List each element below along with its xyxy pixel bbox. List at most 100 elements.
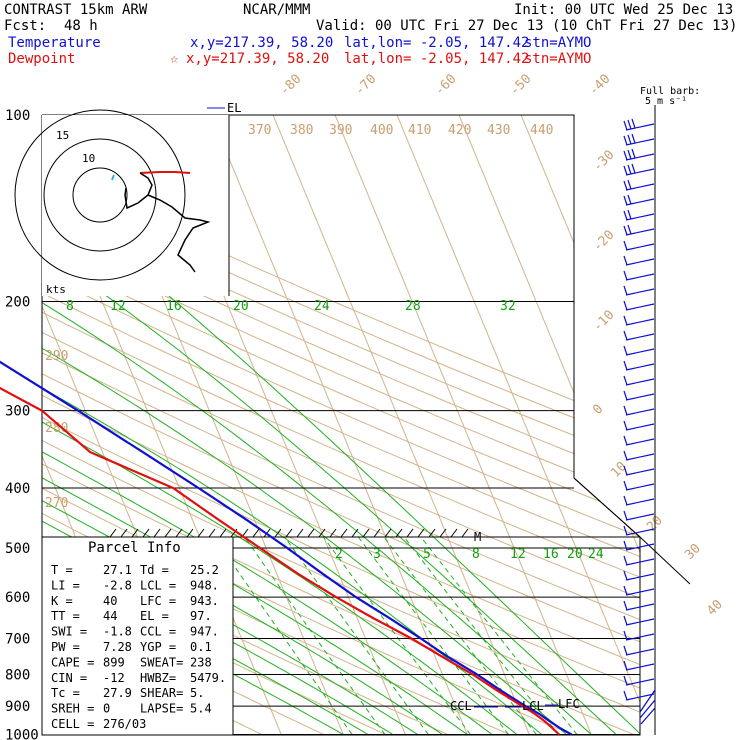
wind-barb	[623, 675, 655, 686]
hatch-mark	[186, 528, 194, 538]
parcel-row-left-value: 44	[103, 609, 117, 623]
wind-barb-shaft	[625, 558, 655, 566]
wind-barb	[623, 194, 655, 206]
theta-label: 440	[530, 123, 553, 138]
mixing-ratio-label: 20	[567, 547, 583, 562]
wind-barb-flag	[631, 118, 636, 129]
wind-barb-shaft	[625, 528, 655, 536]
wind-barb-flag	[623, 540, 628, 551]
moist-adiabat-line	[42, 223, 468, 735]
theta-e-label: 12	[110, 299, 126, 314]
dry-adiabat-line	[42, 115, 640, 735]
hodograph-ring-10: 10	[82, 152, 95, 165]
model-title: CONTRAST 15km ARW	[4, 2, 148, 18]
pressure-tick-label: 100	[5, 108, 30, 124]
hatch-mark	[164, 528, 172, 538]
hatch-mark	[318, 528, 326, 538]
hatch-mark	[351, 528, 359, 538]
wind-barb-flag	[623, 210, 628, 221]
parcel-row-right-value: 948.	[190, 578, 219, 592]
parcel-row-right-value: 238	[190, 655, 212, 669]
parcel-row-left-label: K =	[51, 594, 73, 608]
wind-barb-flag	[623, 660, 628, 671]
wind-barb-shaft	[625, 693, 655, 701]
mixing-ratio-label: 3	[373, 547, 381, 562]
isotherm-label: 0	[590, 402, 606, 418]
wind-barb	[623, 630, 655, 641]
parcel-row-right-label: LFC =	[140, 594, 176, 608]
sounding-series	[0, 360, 573, 736]
parcel-row-right-value: 947.	[190, 625, 219, 639]
wind-barb	[623, 555, 655, 566]
parcel-row-right-value: 0.1	[190, 640, 212, 654]
hatch-mark	[120, 528, 128, 538]
wind-barb-flag	[627, 179, 632, 190]
parcel-row-right-label: LCL =	[140, 578, 176, 592]
level-markers: EL M CCL LCL LFC	[207, 101, 580, 713]
isotherm-label: -30	[590, 148, 617, 175]
hatch-mark	[252, 528, 260, 538]
valid-time: Valid: 00 UTC Fri 27 Dec 13 (10 ChT Fri …	[316, 18, 738, 34]
wind-barb-shaft	[625, 678, 655, 686]
dewpoint-station: stn=AYMO	[524, 51, 592, 67]
wind-barb-flag	[623, 150, 628, 161]
hatch-mark	[461, 528, 469, 538]
moist-adiabat-line	[42, 223, 518, 735]
theta-e-label: 16	[166, 299, 182, 314]
wind-barb-flag	[631, 148, 636, 159]
isotherm-line	[390, 115, 640, 735]
parcel-row-right-value: 5479.	[190, 671, 226, 685]
wind-barb-shaft	[625, 543, 655, 551]
lfc-marker-label: LFC	[558, 697, 580, 711]
hatch-mark	[329, 528, 337, 538]
hatch-mark	[109, 528, 117, 538]
wind-barb-shaft	[625, 483, 655, 491]
temperature-legend-label: Temperature	[8, 35, 101, 51]
pressure-tick-label: 800	[5, 667, 30, 683]
theta-label: 410	[408, 123, 431, 138]
wind-barb-flag	[623, 360, 628, 371]
wind-barb	[623, 300, 655, 311]
mixing-ratio-line	[213, 536, 353, 735]
hatch-mark	[219, 528, 227, 538]
parcel-row-left-label: LI =	[51, 578, 80, 592]
wind-barb-flag	[623, 315, 628, 326]
wind-barb-shaft	[625, 393, 655, 401]
wind-barb-shaft	[625, 498, 655, 506]
wind-barb-shaft	[625, 378, 655, 386]
wind-barb	[623, 645, 655, 656]
dry-adiabat-line	[42, 115, 604, 735]
wind-barb	[623, 420, 655, 431]
wind-barb-shaft	[625, 573, 655, 581]
isotherm-line	[328, 115, 598, 735]
mixing-ratio-label: 5	[423, 547, 431, 562]
hatch-mark	[395, 528, 403, 538]
wind-barb-flag	[623, 225, 628, 236]
wind-barb-flag	[623, 570, 628, 581]
pressure-tick-label: 500	[5, 541, 30, 557]
wind-barb-flag	[623, 630, 628, 641]
dewpoint-profile	[0, 386, 560, 736]
moist-adiabat-line	[42, 223, 592, 735]
wind-barb-flag	[623, 345, 628, 356]
wind-barb-flag	[623, 285, 628, 296]
parcel-row-left-value: 40	[103, 594, 117, 608]
moist-adiabat-line	[42, 223, 567, 735]
mixing-ratio-line	[420, 536, 578, 735]
parcel-row-left-label: CELL =	[51, 717, 94, 731]
parcel-row-left-value: -2.8	[103, 578, 132, 592]
theta-label: 380	[290, 123, 313, 138]
wind-barb	[623, 240, 655, 251]
wind-barb	[623, 405, 655, 416]
mixing-ratio-label: 16	[543, 547, 559, 562]
wind-barb	[623, 480, 655, 491]
pressure-tick-label: 300	[5, 404, 30, 420]
wind-barb-flag	[623, 615, 628, 626]
parcel-row-left-label: T =	[51, 563, 73, 577]
mixing-ratio-line	[244, 536, 386, 735]
wind-barb	[623, 465, 655, 476]
moist-adiabat-line	[42, 223, 543, 735]
wind-barb-flag	[623, 270, 628, 281]
theta-label: 370	[248, 123, 271, 138]
